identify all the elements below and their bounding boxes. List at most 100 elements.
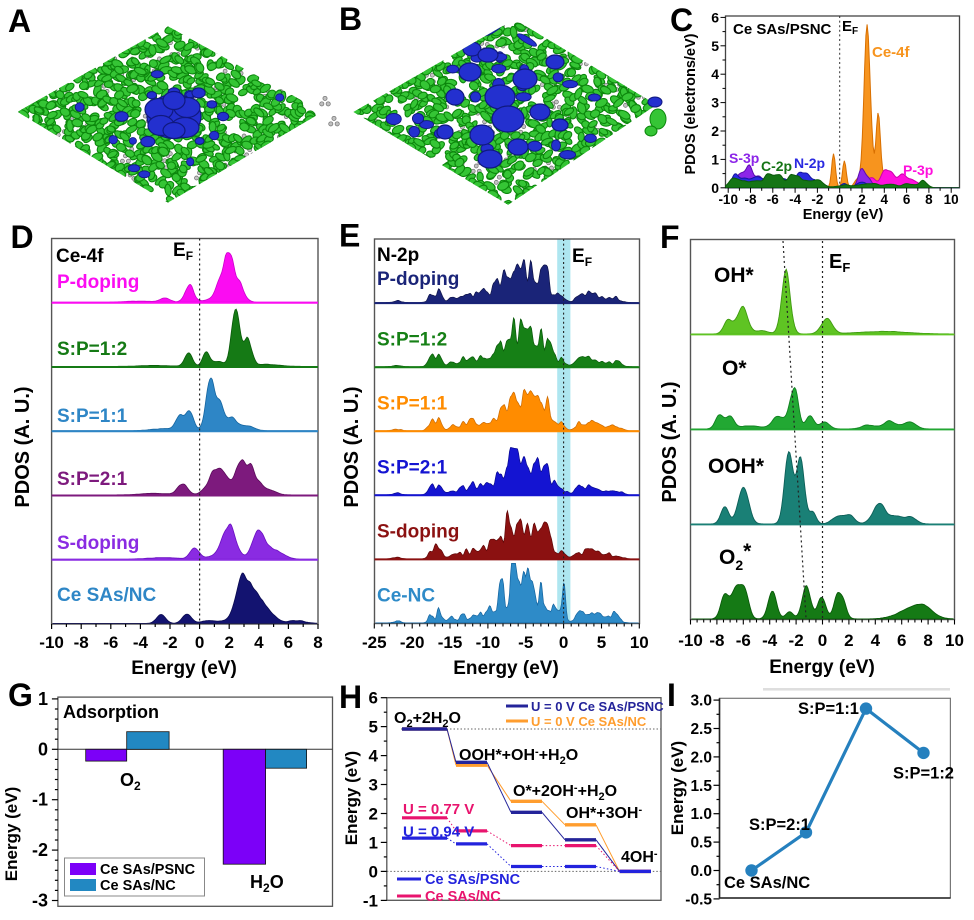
svg-text:-6: -6 [736, 631, 751, 650]
svg-text:Ce SAs/PSNC: Ce SAs/PSNC [425, 872, 521, 888]
svg-text:H: H [339, 679, 362, 715]
svg-text:Ce-NC: Ce-NC [377, 586, 435, 607]
svg-text:2: 2 [858, 192, 866, 207]
svg-text:PDOS (electrons/eV): PDOS (electrons/eV) [683, 33, 699, 174]
svg-text:5: 5 [597, 633, 606, 652]
svg-text:6: 6 [711, 9, 719, 25]
svg-text:P-3p: P-3p [903, 162, 933, 178]
svg-text:0: 0 [195, 633, 204, 652]
svg-text:2: 2 [224, 633, 233, 652]
svg-text:Energy (eV): Energy (eV) [803, 207, 884, 223]
svg-text:-20: -20 [400, 633, 425, 652]
svg-text:F: F [660, 219, 680, 255]
svg-text:-6: -6 [767, 192, 779, 207]
svg-text:U = 0 V Ce SAs/NC: U = 0 V Ce SAs/NC [531, 714, 647, 729]
svg-text:Ce-4f: Ce-4f [872, 44, 911, 61]
svg-text:S:P=1:1: S:P=1:1 [798, 700, 859, 718]
svg-text:2: 2 [844, 631, 853, 650]
svg-text:Ce SAs/NC: Ce SAs/NC [425, 889, 501, 905]
svg-text:S:P=1:2: S:P=1:2 [377, 329, 447, 350]
svg-text:N-2p: N-2p [794, 155, 825, 171]
svg-text:8: 8 [313, 633, 322, 652]
svg-text:-4: -4 [789, 192, 801, 207]
svg-text:-2: -2 [162, 633, 177, 652]
svg-text:S:P=1:2: S:P=1:2 [57, 339, 127, 360]
svg-text:I: I [667, 677, 676, 713]
svg-text:0.0: 0.0 [690, 863, 712, 880]
svg-text:1: 1 [711, 151, 719, 167]
svg-text:4OH-: 4OH- [621, 848, 658, 866]
svg-text:S:P=1:1: S:P=1:1 [377, 393, 448, 414]
svg-text:-8: -8 [744, 192, 756, 207]
svg-text:S:P=2:1: S:P=2:1 [57, 469, 128, 490]
svg-text:6: 6 [284, 633, 293, 652]
svg-text:E: E [339, 218, 360, 254]
svg-text:-2: -2 [32, 840, 48, 860]
svg-text:-2: -2 [789, 631, 804, 650]
svg-text:0: 0 [369, 862, 378, 881]
svg-text:OOH*: OOH* [708, 455, 765, 478]
svg-text:Ce-4f: Ce-4f [56, 246, 104, 267]
svg-text:2: 2 [369, 805, 378, 824]
svg-text:3: 3 [711, 95, 719, 111]
svg-text:U = 0 V Ce SAs/PSNC: U = 0 V Ce SAs/PSNC [531, 699, 664, 714]
svg-text:4: 4 [254, 633, 264, 652]
svg-text:S:P=1:2: S:P=1:2 [893, 765, 954, 783]
svg-text:Energy (eV): Energy (eV) [453, 658, 559, 679]
svg-text:S-doping: S-doping [57, 533, 139, 554]
svg-text:S:P=2:1: S:P=2:1 [377, 458, 448, 479]
svg-text:3: 3 [369, 776, 378, 795]
svg-text:0.5: 0.5 [690, 835, 712, 852]
svg-text:4: 4 [711, 66, 719, 82]
svg-text:PDOS (A. U.): PDOS (A. U.) [341, 386, 363, 507]
svg-text:10: 10 [944, 192, 959, 207]
svg-text:P-doping: P-doping [377, 269, 459, 290]
svg-text:4: 4 [881, 192, 889, 207]
svg-text:-25: -25 [362, 633, 387, 652]
svg-text:-1: -1 [32, 790, 48, 810]
svg-text:PDOS (A. U.): PDOS (A. U.) [12, 386, 34, 507]
svg-text:C-2p: C-2p [761, 158, 792, 174]
svg-text:Ce SAs/NC: Ce SAs/NC [57, 585, 157, 606]
svg-text:B: B [339, 1, 362, 37]
svg-text:0: 0 [38, 739, 48, 759]
svg-text:OH*+3OH-: OH*+3OH- [566, 804, 642, 822]
svg-text:1.0: 1.0 [690, 806, 712, 823]
svg-text:-10: -10 [476, 633, 501, 652]
svg-text:Energy (eV): Energy (eV) [668, 741, 687, 835]
svg-text:Ce SAs/NC: Ce SAs/NC [724, 874, 810, 892]
svg-text:-10: -10 [718, 192, 738, 207]
svg-text:OH*: OH* [714, 264, 755, 287]
svg-text:-1: -1 [363, 891, 378, 910]
svg-text:G: G [8, 677, 33, 713]
svg-text:-5: -5 [518, 633, 533, 652]
svg-text:Energy (eV): Energy (eV) [769, 657, 875, 678]
svg-text:S-3p: S-3p [729, 150, 759, 166]
svg-text:1.5: 1.5 [690, 778, 712, 795]
svg-text:-2: -2 [811, 192, 823, 207]
svg-text:3.0: 3.0 [690, 693, 712, 710]
svg-text:-8: -8 [74, 633, 89, 652]
svg-text:S:P=2:1: S:P=2:1 [749, 816, 810, 834]
svg-text:0: 0 [818, 631, 827, 650]
svg-text:10: 10 [945, 631, 964, 650]
svg-text:5: 5 [369, 718, 378, 737]
svg-text:D: D [11, 219, 34, 255]
svg-text:P-doping: P-doping [57, 272, 139, 293]
svg-text:Ce SAs/NC: Ce SAs/NC [100, 878, 176, 894]
svg-text:N-2p: N-2p [377, 245, 419, 266]
svg-text:5: 5 [711, 38, 719, 54]
svg-text:Energy (eV): Energy (eV) [2, 787, 21, 881]
svg-text:4: 4 [369, 747, 379, 766]
svg-text:Ce SAs/PSNC: Ce SAs/PSNC [100, 862, 196, 878]
svg-text:Energy (eV): Energy (eV) [131, 658, 237, 679]
svg-text:4: 4 [871, 631, 881, 650]
svg-text:-4: -4 [133, 633, 149, 652]
svg-text:Energy (eV): Energy (eV) [342, 751, 361, 845]
svg-text:A: A [8, 3, 31, 39]
svg-text:Ce SAs/PSNC: Ce SAs/PSNC [733, 21, 832, 38]
svg-text:U = 0.94 V: U = 0.94 V [403, 824, 474, 841]
svg-text:6: 6 [897, 631, 906, 650]
svg-text:-8: -8 [709, 631, 724, 650]
svg-text:-4: -4 [762, 631, 778, 650]
